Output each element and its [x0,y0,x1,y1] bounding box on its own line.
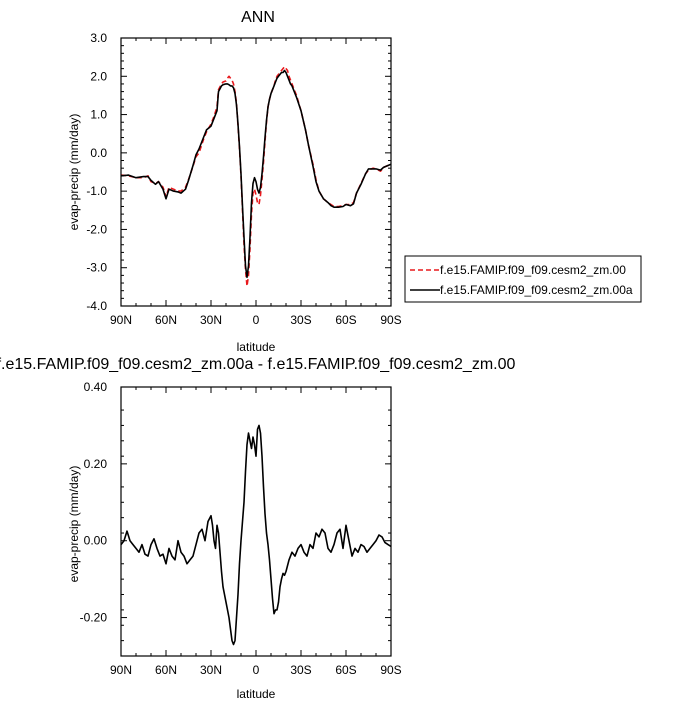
bottom-series-line-1 [120,424,392,646]
bottom-y-axis-label: evap-precip (mm/day) [67,466,81,583]
bottom-y-tick-label: 0.40 [84,380,108,394]
top-plot-area: 90N 60N 30N 0 30S 60S 90S -4.0 -3.0 -2.0 -1.0 0.0 1.… [86,31,401,327]
top-x-tick-label: 30S [290,313,311,327]
bottom-x-tick-label: 90S [380,663,401,677]
bottom-x-tick-label: 0 [253,663,260,677]
bottom-y-tick-label: -0.20 [80,611,108,625]
top-panel: ANN 90N 60N 30N 0 30S 60S 90S -4.0 -3.0 -2.0 -1.0 0… [67,9,402,354]
bottom-panel: f.e15.FAMIP.f09_f09.cesm2_zm.00a - f.e15… [0,356,516,701]
top-series-line-2 [120,69,392,279]
top-y-tick-label: -2.0 [86,222,107,236]
bottom-y-tick-label: 0.00 [84,534,108,548]
top-y-tick-label: 3.0 [90,31,107,45]
bottom-chart-title: f.e15.FAMIP.f09_f09.cesm2_zm.00a - f.e15… [0,356,516,373]
legend-label-series-2: f.e15.FAMIP.f09_f09.cesm2_zm.00a [440,283,633,297]
bottom-x-tick-label: 90N [110,663,132,677]
top-x-tick-label: 60S [335,313,356,327]
legend: f.e15.FAMIP.f09_f09.cesm2_zm.00 f.e15.FA… [404,255,642,303]
bottom-plot-area: 90N 60N 30N 0 30S 60S 90S -0.20 0.00 0.20 0.40 [80,380,402,677]
top-x-tick-label: 0 [253,313,260,327]
bottom-plot-frame [120,386,392,657]
top-chart-title: ANN [241,9,275,26]
top-y-tick-label: 0.0 [90,146,107,160]
top-y-tick-label: 1.0 [90,108,107,122]
top-y-tick-label: -3.0 [86,261,107,275]
legend-box [404,255,642,303]
top-x-tick-label: 60N [155,313,177,327]
top-x-axis-label: latitude [237,340,276,354]
top-x-tick-label: 30N [200,313,222,327]
top-y-tick-label: -4.0 [86,299,107,313]
legend-label-series-1: f.e15.FAMIP.f09_f09.cesm2_zm.00 [440,263,626,277]
bottom-x-tick-label: 60N [155,663,177,677]
top-series-line-1 [120,65,392,287]
bottom-x-tick-label: 30S [290,663,311,677]
top-x-tick-label: 90S [380,313,401,327]
bottom-x-tick-label: 60S [335,663,356,677]
top-x-tick-label: 90N [110,313,132,327]
top-y-tick-label: 2.0 [90,69,107,83]
top-y-tick-label: -1.0 [86,184,107,198]
bottom-y-tick-label: 0.20 [84,457,108,471]
top-y-axis-label: evap-precip (mm/day) [67,114,81,231]
bottom-x-axis-label: latitude [237,687,276,701]
bottom-x-tick-label: 30N [200,663,222,677]
top-plot-frame [120,37,392,307]
